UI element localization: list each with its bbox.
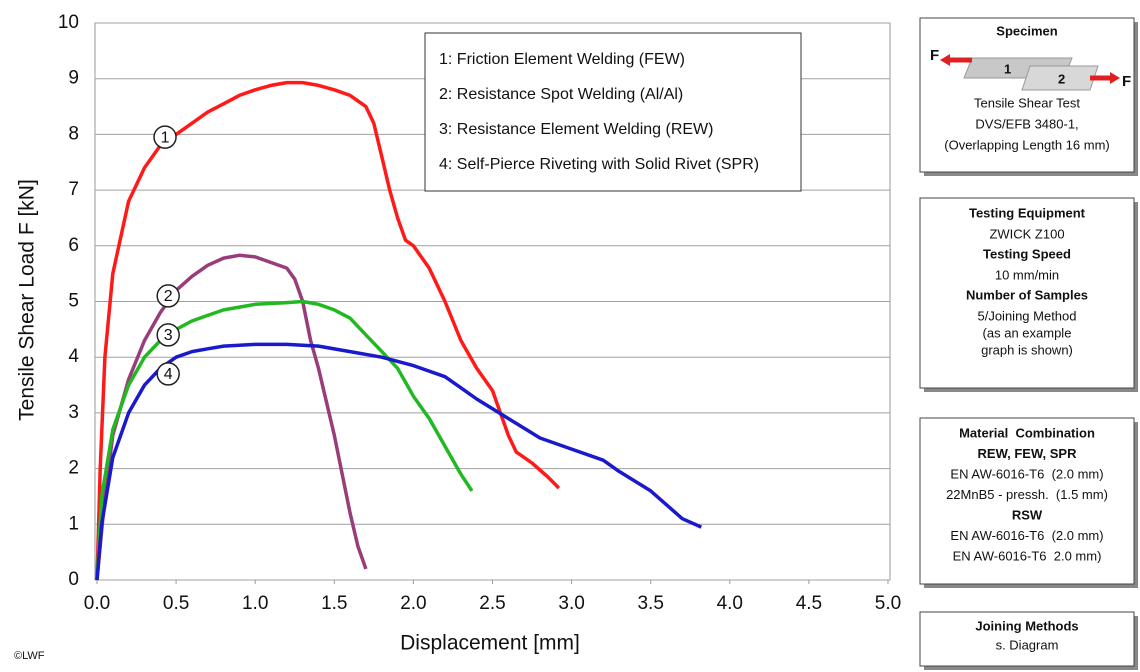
x-tick-label: 1.5 xyxy=(321,593,347,614)
specimen-line: Tensile Shear Test xyxy=(974,95,1080,110)
annotation-circle xyxy=(156,362,180,386)
y-tick-label: 2 xyxy=(68,458,79,479)
x-tick-label: 3.0 xyxy=(558,593,584,614)
copyright: ©LWF xyxy=(14,650,45,662)
y-tick-label: 10 xyxy=(58,12,79,33)
arrow-head xyxy=(1110,72,1120,84)
x-tick-label: 5.0 xyxy=(875,593,901,614)
annotation-label: 3 xyxy=(164,327,173,344)
x-tick-label: 2.0 xyxy=(400,593,426,614)
panel-line: ZWICK Z100 xyxy=(989,226,1064,241)
x-tick-label: 4.5 xyxy=(796,593,822,614)
part-label: 2 xyxy=(1058,71,1065,86)
specimen-line: (Overlapping Length 16 mm) xyxy=(944,137,1109,152)
y-tick-label: 9 xyxy=(68,68,79,89)
panel-heading: Material Combination xyxy=(959,425,1095,440)
panel-line: (as an example xyxy=(983,325,1072,340)
info-panel xyxy=(919,417,1135,585)
panel-heading: Joining Methods xyxy=(975,618,1078,633)
x-tick-label: 0.0 xyxy=(84,593,110,614)
info-panel xyxy=(919,611,1135,667)
legend-entry: 2: Resistance Spot Welding (Al/Al) xyxy=(439,86,683,103)
x-tick-label: 3.5 xyxy=(637,593,663,614)
y-axis-label: Tensile Shear Load F [kN] xyxy=(16,179,39,421)
panel-line: 22MnB5 - pressh. (1.5 mm) xyxy=(946,487,1108,502)
data-line xyxy=(95,299,474,581)
panel-line: graph is shown) xyxy=(981,342,1073,357)
info-panel xyxy=(919,197,1135,389)
force-label: F xyxy=(930,47,939,64)
legend-entry: 1: Friction Element Welding (FEW) xyxy=(439,51,685,68)
specimen-line: DVS/EFB 3480-1, xyxy=(975,116,1078,131)
annotation-circle xyxy=(153,125,177,149)
panel-heading: REW, FEW, SPR xyxy=(978,446,1078,461)
sheet-2 xyxy=(1021,65,1099,91)
y-tick-label: 7 xyxy=(68,179,79,200)
annotation-circle xyxy=(156,323,180,347)
legend-entry: 4: Self-Pierce Riveting with Solid Rivet… xyxy=(439,156,759,173)
force-label: F xyxy=(1122,73,1131,90)
annotation-label: 4 xyxy=(164,366,173,383)
annotation-label: 2 xyxy=(164,288,173,305)
x-tick-label: 2.5 xyxy=(479,593,505,614)
y-tick-label: 4 xyxy=(68,346,79,367)
y-tick-label: 8 xyxy=(68,123,79,144)
x-tick-label: 0.5 xyxy=(163,593,189,614)
data-line xyxy=(95,253,368,581)
legend-box xyxy=(424,32,802,192)
specimen-title: Specimen xyxy=(996,23,1057,38)
panel-line: s. Diagram xyxy=(996,637,1059,652)
annotation-label: 1 xyxy=(161,129,170,146)
panel-line: EN AW-6016-T6 (2.0 mm) xyxy=(950,466,1103,481)
legend-entry: 3: Resistance Element Welding (REW) xyxy=(439,121,713,138)
y-tick-label: 3 xyxy=(68,402,79,423)
arrow-head xyxy=(940,54,950,66)
y-tick-label: 1 xyxy=(68,513,79,534)
specimen-panel xyxy=(919,17,1135,173)
part-label: 1 xyxy=(1004,61,1011,76)
panel-line: 10 mm/min xyxy=(995,267,1059,282)
x-tick-label: 4.0 xyxy=(717,593,743,614)
panel-heading: Testing Equipment xyxy=(969,205,1086,220)
annotation-circle xyxy=(156,284,180,308)
panel-heading: RSW xyxy=(1012,507,1043,522)
panel-heading: Number of Samples xyxy=(966,287,1088,302)
panel-line: 5/Joining Method xyxy=(977,308,1076,323)
y-tick-label: 5 xyxy=(68,291,79,312)
x-axis-label: Displacement [mm] xyxy=(400,632,580,655)
panel-line: EN AW-6016-T6 2.0 mm) xyxy=(953,548,1102,563)
data-line xyxy=(95,342,703,581)
x-tick-label: 1.0 xyxy=(242,593,268,614)
y-tick-label: 0 xyxy=(68,569,79,590)
y-tick-label: 6 xyxy=(68,235,79,256)
panel-line: EN AW-6016-T6 (2.0 mm) xyxy=(950,528,1103,543)
panel-heading: Testing Speed xyxy=(983,246,1071,261)
